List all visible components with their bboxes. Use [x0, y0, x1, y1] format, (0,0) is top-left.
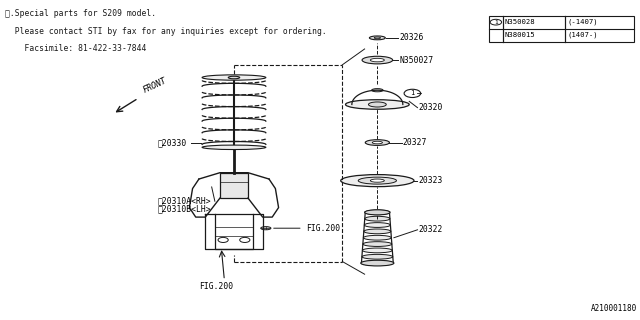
Ellipse shape [340, 175, 414, 187]
Ellipse shape [363, 242, 392, 246]
Bar [220, 173, 248, 198]
Ellipse shape [365, 140, 390, 145]
Ellipse shape [369, 102, 387, 107]
Text: 20322: 20322 [419, 225, 443, 234]
Circle shape [404, 89, 420, 98]
Text: N350027: N350027 [399, 56, 434, 65]
Text: A210001180: A210001180 [591, 304, 637, 313]
Circle shape [218, 237, 228, 243]
Text: ※20310B<LH>: ※20310B<LH> [157, 205, 211, 214]
Ellipse shape [346, 100, 409, 109]
Text: Facsimile: 81-422-33-7844: Facsimile: 81-422-33-7844 [4, 44, 146, 53]
Text: 20326: 20326 [399, 33, 424, 42]
Text: N350028: N350028 [505, 19, 536, 25]
Bar [489, 16, 634, 42]
Ellipse shape [362, 254, 393, 259]
Text: 20320: 20320 [419, 103, 443, 112]
Text: FRONT: FRONT [141, 76, 168, 95]
Ellipse shape [228, 76, 240, 79]
Ellipse shape [358, 177, 396, 184]
Ellipse shape [365, 210, 390, 215]
Ellipse shape [365, 216, 390, 221]
Text: FIG.200: FIG.200 [306, 224, 340, 233]
Ellipse shape [202, 75, 266, 80]
Circle shape [240, 237, 250, 243]
Ellipse shape [364, 223, 390, 228]
Circle shape [490, 19, 502, 25]
Ellipse shape [369, 36, 385, 40]
Text: ※.Special parts for S209 model.: ※.Special parts for S209 model. [4, 9, 156, 18]
Text: Please contact STI by fax for any inquiries except for ordering.: Please contact STI by fax for any inquir… [4, 27, 326, 36]
Text: 1: 1 [410, 90, 415, 96]
Ellipse shape [361, 260, 394, 266]
Text: ※20330: ※20330 [157, 138, 187, 147]
Text: 20327: 20327 [403, 138, 428, 147]
Ellipse shape [260, 227, 271, 230]
Text: (-1407): (-1407) [567, 19, 598, 25]
Ellipse shape [362, 248, 392, 253]
Text: FIG.200: FIG.200 [199, 282, 233, 292]
Ellipse shape [372, 141, 383, 144]
Ellipse shape [364, 229, 391, 234]
Text: N380015: N380015 [505, 32, 536, 38]
Text: 20323: 20323 [419, 176, 443, 185]
Ellipse shape [372, 89, 383, 92]
Ellipse shape [362, 56, 393, 64]
Ellipse shape [371, 58, 385, 62]
Ellipse shape [374, 37, 381, 39]
Ellipse shape [202, 145, 266, 149]
Ellipse shape [364, 235, 392, 240]
Ellipse shape [371, 179, 385, 182]
Ellipse shape [365, 210, 390, 215]
Text: 1: 1 [494, 20, 498, 25]
Text: ※20310A<RH>: ※20310A<RH> [157, 197, 211, 206]
Ellipse shape [362, 261, 394, 266]
Text: (1407-): (1407-) [567, 32, 598, 38]
